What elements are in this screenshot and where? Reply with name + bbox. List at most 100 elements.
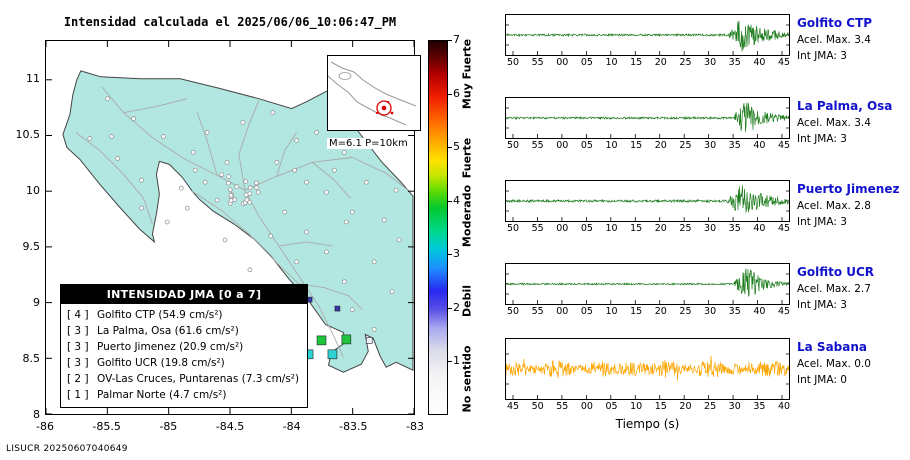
colorbar-tick — [448, 93, 452, 95]
station-dot — [389, 289, 395, 294]
seismogram-box — [505, 338, 790, 400]
seismogram-box — [505, 263, 790, 305]
time-tick-label: 20 — [654, 306, 667, 317]
time-tick-label: 10 — [605, 57, 618, 68]
seismogram-box — [505, 97, 790, 139]
intensity-marker — [365, 337, 373, 344]
station-dot — [371, 259, 377, 265]
station-dot — [190, 150, 196, 155]
legend-rows: [ 4 ] Golfito CTP (54.9 cm/s²) [ 3 ] La Pal… — [61, 304, 307, 407]
time-tick-label: 10 — [605, 140, 618, 151]
time-tick-label: 15 — [630, 306, 643, 317]
map-y-tick-label: 9.5 — [22, 240, 41, 253]
station-dot — [393, 187, 399, 193]
seismogram-time-ticks: 50 55 00 05 10 15 20 25 30 35 40 45 — [505, 306, 790, 318]
waveform-trace — [506, 102, 789, 132]
aftershock-dot-icon — [390, 111, 394, 115]
seismogram-time-ticks: 50 55 00 05 10 15 20 25 30 35 40 45 — [505, 140, 790, 152]
station-dot — [139, 205, 144, 211]
legend-intensity: [ 3 ] — [67, 325, 89, 337]
time-tick-label: 50 — [531, 401, 544, 412]
station-dot — [294, 259, 299, 265]
legend-entry: [ 3 ] La Palma, Osa (61.6 cm/s²) — [61, 323, 307, 339]
inset-canvas — [327, 61, 417, 126]
time-tick-label: 35 — [728, 140, 741, 151]
colorbar-tick-label: 5 — [453, 140, 460, 154]
map-y-tick-label: 11 — [26, 72, 40, 85]
colorbar-tick — [448, 361, 452, 363]
max-acceleration: Acel. Max. 3.4 — [797, 34, 871, 46]
seismogram-waveform — [506, 268, 789, 304]
station-dot — [202, 179, 208, 185]
station-dot — [228, 192, 234, 198]
time-tick-label: 00 — [556, 140, 569, 151]
time-tick-label: 05 — [580, 57, 593, 68]
intensity-marker — [341, 334, 352, 345]
time-tick-label: 00 — [556, 306, 569, 317]
colorbar-category-label: Fuerte — [460, 137, 474, 179]
station-dot — [314, 130, 319, 135]
seismogram-labels: Golfito UCR Acel. Max. 2.7 Int JMA: 3 — [797, 265, 910, 311]
map-y-tick-label: 9 — [33, 296, 40, 309]
station-dot — [304, 229, 309, 235]
waveform-trace — [506, 20, 789, 52]
map-x-tick-label: -86 — [36, 420, 54, 433]
time-tick-label: 55 — [531, 57, 544, 68]
station-dot — [349, 209, 355, 215]
legend-station: Palmar Norte (4.7 cm/s²) — [97, 389, 227, 401]
station-dot — [268, 233, 274, 239]
seismogram-panels: 50 55 00 05 10 15 20 25 30 35 40 45 Golfito CTP Acel.… — [505, 0, 910, 460]
colorbar-tick-label: 2 — [453, 300, 460, 314]
time-tick-label: 55 — [531, 306, 544, 317]
station-dot — [304, 179, 309, 185]
time-tick-label: 15 — [630, 140, 643, 151]
station-dot — [244, 197, 250, 203]
colorbar-category-label: No sentido — [460, 345, 474, 413]
time-tick-label: 55 — [531, 223, 544, 234]
time-tick-label: 10 — [605, 223, 618, 234]
map-y-tick-label: 10.5 — [15, 128, 41, 141]
time-tick-label: 50 — [506, 223, 520, 234]
legend-title: INTENSIDAD JMA [0 a 7] — [61, 285, 307, 304]
time-tick-label: 40 — [753, 306, 766, 317]
map-x-tick-label: -85 — [159, 420, 178, 433]
time-tick-label: 35 — [728, 223, 741, 234]
jma-intensity: Int JMA: 3 — [797, 299, 847, 311]
legend-intensity: [ 1 ] — [67, 389, 89, 401]
time-axis-label: Tiempo (s) — [615, 417, 680, 431]
inset-caribbean-coast — [330, 61, 417, 107]
station-dot — [139, 177, 144, 183]
station-dot — [131, 116, 136, 121]
station-dot — [240, 120, 246, 125]
seismogram-time-ticks: 45 50 55 00 05 10 15 20 25 30 35 40 — [505, 401, 790, 413]
time-tick-label: 25 — [679, 306, 692, 317]
station-dot — [214, 197, 220, 203]
max-acceleration: Acel. Max. 2.7 — [797, 283, 871, 295]
legend-station: Golfito UCR (19.8 cm/s²) — [97, 357, 225, 369]
legend-station: OV-Las Cruces, Puntarenas (7.3 cm/s²) — [97, 373, 300, 385]
seismogram-labels: La Sabana Acel. Max. 0.0 Int JMA: 0 — [797, 340, 910, 386]
station-dot — [342, 150, 347, 155]
time-tick-label: 15 — [630, 223, 643, 234]
station-dot — [226, 180, 231, 186]
station-dot — [228, 198, 234, 203]
station-dot — [342, 279, 347, 285]
station-dot — [87, 136, 93, 141]
colorbar-category-label: Muy Fuerte — [460, 38, 474, 109]
waveform-trace — [506, 355, 789, 381]
seismogram-labels: La Palma, Osa Acel. Max. 3.4 Int JMA: 3 — [797, 99, 910, 145]
time-tick-label: 20 — [654, 57, 667, 68]
aftershock-dot-icon — [386, 100, 390, 104]
time-tick-label: 15 — [654, 401, 667, 412]
time-tick-label: 50 — [506, 306, 520, 317]
time-tick-label: 30 — [704, 223, 717, 234]
station-dot — [105, 96, 111, 102]
colorbar-tick-label: 4 — [453, 193, 460, 207]
station-name: Puerto Jimenez — [797, 182, 900, 196]
legend-entry: [ 2 ] OV-Las Cruces, Puntarenas (7.3 cm/s… — [61, 371, 307, 387]
max-acceleration: Acel. Max. 0.0 — [797, 358, 871, 370]
time-tick-label: 55 — [531, 140, 544, 151]
station-dot — [234, 184, 240, 190]
station-dot — [222, 237, 228, 243]
